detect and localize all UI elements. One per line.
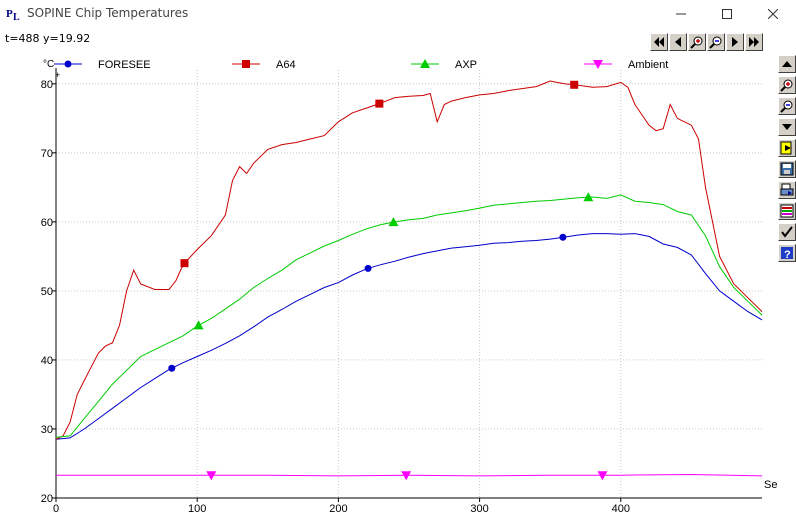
scroll-down-icon (782, 124, 792, 130)
chart-axes: 20 30 40 50 60 70 80 0 100 200 300 400 (41, 68, 762, 515)
legend-label-ambient: Ambient (628, 59, 668, 71)
check-button[interactable] (778, 223, 796, 241)
data-point-axp (583, 192, 594, 202)
legend-marker-ambient (593, 60, 603, 69)
help-button[interactable]: ? (778, 244, 796, 262)
y-tick-label: 50 (41, 286, 53, 298)
chart-legend: FORESEE A64 AXP Ambient (54, 59, 668, 71)
print-button[interactable] (778, 181, 796, 199)
side-zoom-out-button[interactable] (778, 97, 796, 115)
series-line-axp (55, 194, 763, 438)
data-point-axp (193, 320, 204, 330)
chart-grid (56, 70, 762, 498)
scroll-up-button[interactable] (778, 55, 796, 73)
zoom-in-icon (780, 79, 793, 92)
data-point-axp (388, 217, 399, 227)
navigation-toolbar (650, 33, 763, 51)
legend-marker-a64 (242, 60, 250, 68)
data-point-a64 (570, 80, 579, 89)
legend-marker-foresee (64, 60, 72, 68)
print-icon (780, 183, 794, 196)
data-point-foresee (559, 233, 567, 241)
zoom-out-button[interactable] (707, 33, 725, 51)
data-point-a64 (180, 259, 189, 268)
previous-button[interactable] (669, 33, 687, 51)
x-tick-label: 300 (470, 503, 488, 515)
legend-marker-axp (420, 59, 430, 68)
y-tick-label: 20 (41, 493, 53, 505)
cursor-crosshair-icon: + (55, 70, 60, 80)
y-tick-label: 40 (41, 355, 53, 367)
series-line-a64 (55, 80, 763, 440)
next-button[interactable] (726, 33, 744, 51)
zoom-in-icon (690, 36, 703, 49)
x-tick-label: 200 (329, 503, 347, 515)
x-tick-label: 100 (188, 503, 206, 515)
side-zoom-in-button[interactable] (778, 76, 796, 94)
export-button[interactable] (778, 139, 796, 157)
help-icon: ? (781, 247, 793, 260)
data-point-ambient (597, 471, 608, 481)
first-button[interactable] (650, 33, 668, 51)
data-point-a64 (375, 99, 384, 108)
maximize-icon (722, 9, 732, 19)
side-toolbar: ? (778, 55, 796, 262)
y-axis-label: °C (43, 59, 54, 70)
svg-text:L: L (13, 12, 20, 21)
data-point-ambient (401, 471, 412, 481)
chart-series (55, 80, 763, 481)
zoom-out-icon (709, 36, 722, 49)
series-line-ambient (56, 473, 763, 477)
color-settings-icon (780, 204, 794, 218)
minimize-button[interactable] (658, 0, 704, 28)
plot-app-icon: P L (6, 5, 22, 21)
save-button[interactable] (778, 160, 796, 178)
y-tick-label: 80 (41, 79, 53, 91)
minimize-icon (676, 13, 686, 15)
first-icon (654, 37, 664, 47)
check-icon (781, 226, 793, 238)
window-title: SOPINE Chip Temperatures (27, 6, 189, 20)
svg-text:?: ? (784, 249, 791, 260)
scroll-down-button[interactable] (778, 118, 796, 136)
save-icon (780, 162, 794, 176)
data-point-ambient (206, 471, 217, 481)
legend-label-axp: AXP (455, 59, 477, 71)
zoom-in-button[interactable] (688, 33, 706, 51)
export-icon (780, 141, 792, 155)
svg-text:P: P (6, 8, 13, 20)
data-point-foresee (168, 364, 176, 372)
next-icon (732, 37, 738, 47)
previous-icon (675, 37, 681, 47)
x-tick-label: 0 (53, 503, 59, 515)
series-line-foresee (55, 233, 763, 440)
y-tick-label: 60 (41, 217, 53, 229)
legend-label-a64: A64 (276, 59, 296, 71)
scroll-up-icon (782, 61, 792, 67)
y-tick-label: 70 (41, 148, 53, 160)
temperature-chart[interactable]: 20 30 40 50 60 70 80 0 100 200 300 400 FORESEE A64 AX… (0, 56, 778, 518)
title-bar: P L SOPINE Chip Temperatures (0, 0, 796, 28)
last-icon (749, 37, 759, 47)
data-point-foresee (364, 264, 372, 272)
zoom-out-icon (780, 100, 793, 113)
close-icon (768, 9, 778, 19)
last-button[interactable] (745, 33, 763, 51)
maximize-button[interactable] (704, 0, 750, 28)
close-button[interactable] (750, 0, 796, 28)
x-tick-label: 400 (612, 503, 630, 515)
legend-label-foresee: FORESEE (98, 59, 151, 71)
x-axis-label: Sec (764, 479, 778, 491)
y-tick-label: 30 (41, 424, 53, 436)
cursor-readout: t=488 y=19.92 (5, 32, 91, 45)
color-settings-button[interactable] (778, 202, 796, 220)
